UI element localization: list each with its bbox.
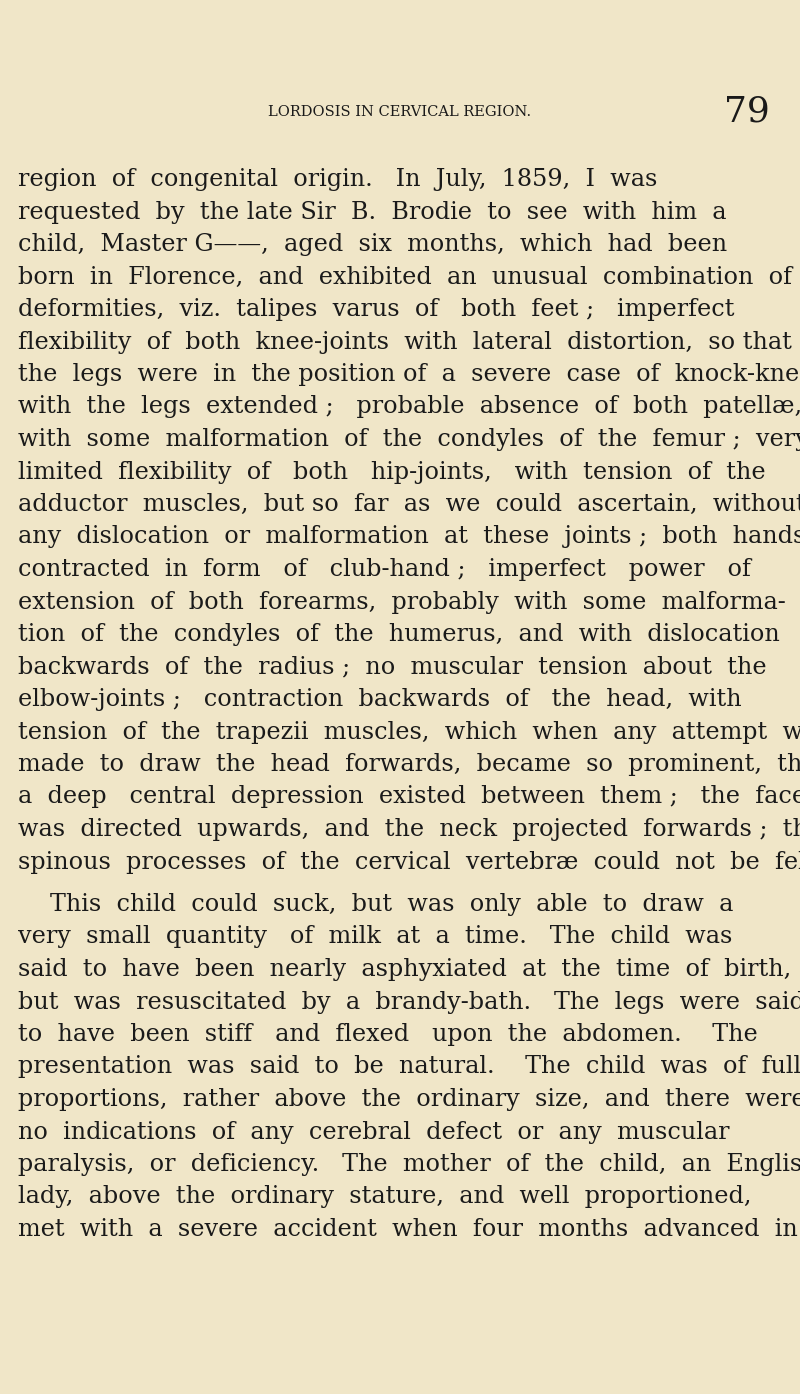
Text: limited  flexibility  of   both   hip-joints,   with  tension  of  the: limited flexibility of both hip-joints, …	[18, 460, 766, 484]
Text: tension  of  the  trapezii  muscles,  which  when  any  attempt  was: tension of the trapezii muscles, which w…	[18, 721, 800, 743]
Text: LORDOSIS IN CERVICAL REGION.: LORDOSIS IN CERVICAL REGION.	[269, 105, 531, 118]
Text: lady,  above  the  ordinary  stature,  and  well  proportioned,: lady, above the ordinary stature, and we…	[18, 1185, 751, 1209]
Text: paralysis,  or  deficiency.   The  mother  of  the  child,  an  English: paralysis, or deficiency. The mother of …	[18, 1153, 800, 1177]
Text: contracted  in  form   of   club-hand ;   imperfect   power   of: contracted in form of club-hand ; imperf…	[18, 558, 751, 581]
Text: presentation  was  said  to  be  natural.    The  child  was  of  full: presentation was said to be natural. The…	[18, 1055, 800, 1079]
Text: the  legs  were  in  the position of  a  severe  case  of  knock-knees: the legs were in the position of a sever…	[18, 362, 800, 386]
Text: requested  by  the late Sir  B.  Brodie  to  see  with  him  a: requested by the late Sir B. Brodie to s…	[18, 201, 726, 223]
Text: tion  of  the  condyles  of  the  humerus,  and  with  dislocation: tion of the condyles of the humerus, and…	[18, 623, 780, 645]
Text: 79: 79	[724, 95, 770, 130]
Text: born  in  Florence,  and  exhibited  an  unusual  combination  of: born in Florence, and exhibited an unusu…	[18, 265, 792, 289]
Text: but  was  resuscitated  by  a  brandy-bath.   The  legs  were  said: but was resuscitated by a brandy-bath. T…	[18, 991, 800, 1013]
Text: elbow-joints ;   contraction  backwards  of   the  head,  with: elbow-joints ; contraction backwards of …	[18, 689, 742, 711]
Text: very  small  quantity   of  milk  at  a  time.   The  child  was: very small quantity of milk at a time. T…	[18, 926, 732, 948]
Text: This  child  could  suck,  but  was  only  able  to  draw  a: This child could suck, but was only able…	[50, 894, 734, 916]
Text: with  some  malformation  of  the  condyles  of  the  femur ;  very: with some malformation of the condyles o…	[18, 428, 800, 452]
Text: met  with  a  severe  accident  when  four  months  advanced  in: met with a severe accident when four mon…	[18, 1218, 798, 1241]
Text: region  of  congenital  origin.   In  July,  1859,  I  was: region of congenital origin. In July, 18…	[18, 169, 658, 191]
Text: adductor  muscles,  but so  far  as  we  could  ascertain,  without: adductor muscles, but so far as we could…	[18, 493, 800, 516]
Text: made  to  draw  the  head  forwards,  became  so  prominent,  that: made to draw the head forwards, became s…	[18, 753, 800, 776]
Text: spinous  processes  of  the  cervical  vertebræ  could  not  be  felt.: spinous processes of the cervical verteb…	[18, 850, 800, 874]
Text: to  have  been  stiff   and  flexed   upon  the  abdomen.    The: to have been stiff and flexed upon the a…	[18, 1023, 758, 1046]
Text: with  the  legs  extended ;   probable  absence  of  both  patellæ,: with the legs extended ; probable absenc…	[18, 396, 800, 418]
Text: said  to  have  been  nearly  asphyxiated  at  the  time  of  birth,: said to have been nearly asphyxiated at …	[18, 958, 791, 981]
Text: any  dislocation  or  malformation  at  these  joints ;  both  hands: any dislocation or malformation at these…	[18, 526, 800, 548]
Text: deformities,  viz.  talipes  varus  of   both  feet ;   imperfect: deformities, viz. talipes varus of both …	[18, 298, 734, 321]
Text: no  indications  of  any  cerebral  defect  or  any  muscular: no indications of any cerebral defect or…	[18, 1121, 730, 1143]
Text: a  deep   central  depression  existed  between  them ;   the  face: a deep central depression existed betwee…	[18, 785, 800, 809]
Text: extension  of  both  forearms,  probably  with  some  malforma-: extension of both forearms, probably wit…	[18, 591, 786, 613]
Text: flexibility  of  both  knee-joints  with  lateral  distortion,  so that: flexibility of both knee-joints with lat…	[18, 330, 792, 354]
Text: backwards  of  the  radius ;  no  muscular  tension  about  the: backwards of the radius ; no muscular te…	[18, 655, 766, 679]
Text: was  directed  upwards,  and  the  neck  projected  forwards ;  the: was directed upwards, and the neck proje…	[18, 818, 800, 841]
Text: proportions,  rather  above  the  ordinary  size,  and  there  were: proportions, rather above the ordinary s…	[18, 1087, 800, 1111]
Text: child,  Master G——,  aged  six  months,  which  had  been: child, Master G——, aged six months, whic…	[18, 233, 727, 256]
